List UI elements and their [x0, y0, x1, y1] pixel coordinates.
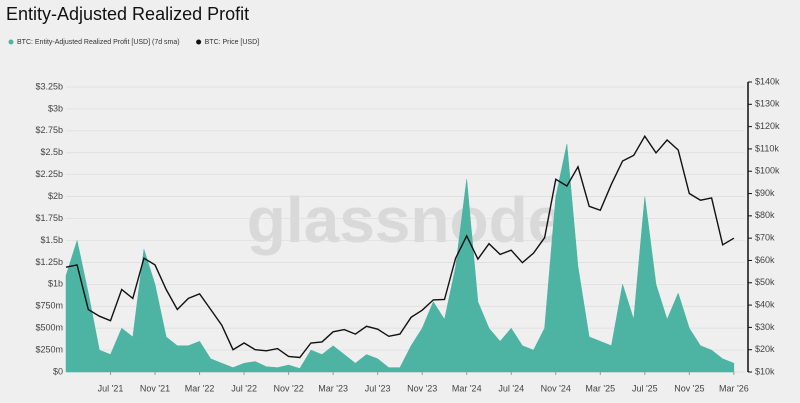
y-tick-label: $3.25b	[35, 81, 63, 91]
legend-marker	[8, 39, 14, 45]
y2-tick-label: $70k	[755, 233, 775, 243]
y-tick-label: $750m	[35, 301, 63, 311]
y-tick-label: $2.25b	[35, 169, 63, 179]
y-tick-label: $1.75b	[35, 213, 63, 223]
x-tick-label: Jul '21	[98, 383, 124, 393]
legend-label: BTC: Entity-Adjusted Realized Profit [US…	[17, 39, 180, 46]
y-tick-label: $1b	[48, 279, 63, 289]
y2-tick-label: $130k	[755, 99, 780, 109]
y-tick-label: $500m	[35, 323, 63, 333]
legend-label: BTC: Price [USD]	[205, 39, 260, 46]
y-tick-label: $3b	[48, 103, 63, 113]
y-tick-label: $0	[53, 366, 63, 376]
y2-tick-label: $40k	[755, 299, 775, 309]
profit-area	[65, 143, 735, 373]
x-tick-label: Mar '25	[585, 383, 615, 393]
x-tick-label: Nov '25	[674, 383, 704, 393]
y2-tick-label: $120k	[755, 121, 780, 131]
x-tick-label: Mar '23	[318, 383, 348, 393]
x-tick-label: Mar '26	[719, 383, 749, 393]
legend-marker	[196, 39, 202, 45]
y2-tick-label: $20k	[755, 344, 775, 354]
y-tick-label: $2.75b	[35, 125, 63, 135]
watermark: glassnode	[247, 184, 564, 256]
price-line	[65, 134, 735, 359]
x-tick-label: Nov '24	[541, 383, 571, 393]
y2-tick-label: $10k	[755, 366, 775, 376]
y2-tick-label: $90k	[755, 188, 775, 198]
y-tick-label: $1.25b	[35, 257, 63, 267]
x-tick-label: Mar '22	[185, 383, 215, 393]
y2-tick-label: $30k	[755, 322, 775, 332]
y2-tick-label: $110k	[755, 143, 779, 153]
x-tick-label: Nov '21	[140, 383, 170, 393]
x-tick-label: Jul '24	[498, 383, 524, 393]
y2-tick-label: $60k	[755, 255, 775, 265]
y2-tick-label: $100k	[755, 166, 780, 176]
y-tick-label: $2.5b	[40, 147, 63, 157]
x-tick-label: Jul '25	[632, 383, 658, 393]
x-tick-label: Jul '22	[231, 383, 257, 393]
chart-title: Entity-Adjusted Realized Profit	[6, 4, 249, 24]
x-tick-label: Jul '23	[365, 383, 391, 393]
y-tick-label: $250m	[35, 344, 63, 354]
y2-tick-label: $140k	[755, 76, 780, 86]
y2-tick-label: $80k	[755, 210, 775, 220]
x-tick-label: Mar '24	[452, 383, 482, 393]
y-tick-label: $2b	[48, 191, 63, 201]
y2-tick-label: $50k	[755, 277, 775, 287]
y-tick-label: $1.5b	[40, 235, 63, 245]
x-tick-label: Nov '23	[407, 383, 437, 393]
x-tick-label: Nov '22	[274, 383, 304, 393]
